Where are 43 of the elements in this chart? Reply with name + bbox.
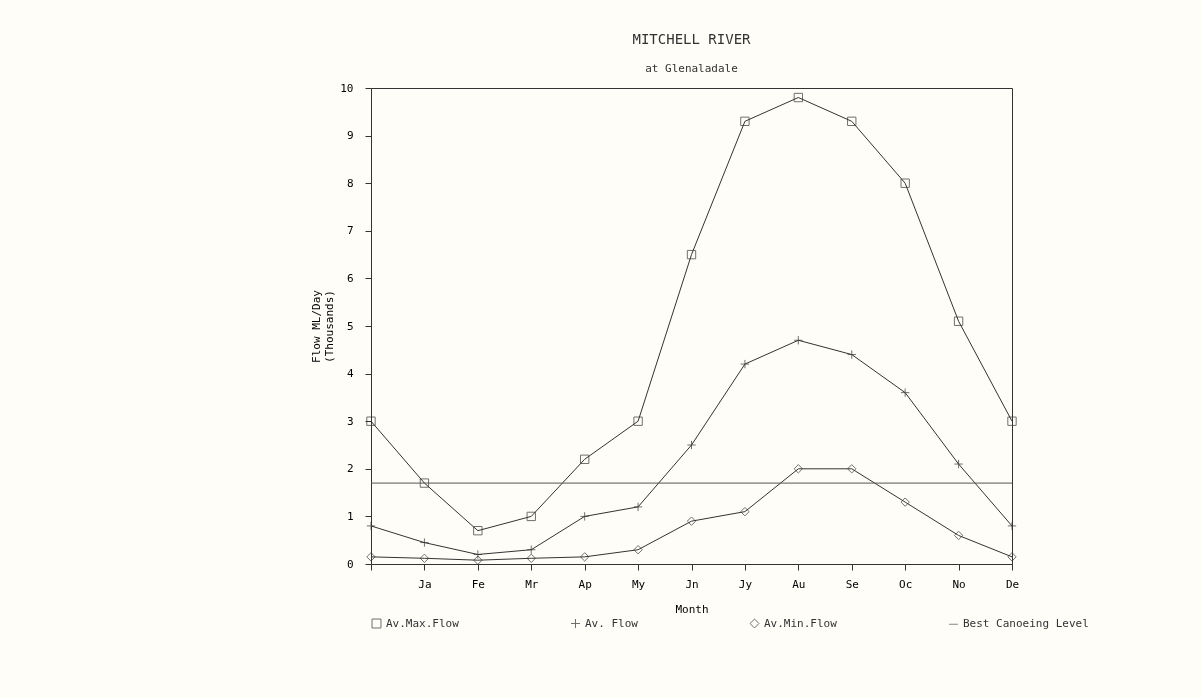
x-tick-label: Jy	[738, 577, 753, 591]
point	[1007, 416, 1017, 426]
point	[740, 116, 750, 126]
y-tick-label: 6	[346, 271, 354, 285]
y-tick-label: 8	[346, 176, 354, 190]
y-tick-label: 10	[340, 81, 354, 95]
point	[686, 249, 697, 260]
x-tick-label: Se	[845, 577, 859, 591]
y-tick-label: 3	[346, 414, 354, 428]
x-tick-label: Fe	[471, 577, 485, 591]
point	[419, 478, 430, 488]
x-tick-label: Mr	[525, 577, 539, 591]
y-tick-label: 1	[346, 509, 354, 523]
x-tick-label: No	[952, 577, 966, 591]
legend-label: Av.Min.Flow	[764, 616, 838, 630]
point	[793, 92, 804, 103]
point	[526, 511, 536, 522]
chart-title: MITCHELL RIVER	[632, 31, 752, 47]
legend-label: Best Canoeing Level	[963, 617, 1089, 631]
y-tick-label: 5	[346, 319, 354, 333]
x-tick-label: Ja	[418, 577, 432, 591]
point	[953, 316, 964, 326]
y-tick-label: 7	[346, 224, 354, 238]
y-axis-title: Flow ML/Day (Thousands)	[309, 289, 336, 363]
legend-label: Av.Max.Flow	[386, 616, 460, 630]
point	[900, 178, 910, 188]
y-tick-label: 0	[346, 557, 354, 571]
chart-subtitle: at Glenaladale	[645, 62, 738, 75]
y-tick-label: 2	[346, 462, 354, 476]
point	[633, 416, 643, 426]
point	[473, 526, 483, 536]
x-tick-label: My	[631, 577, 646, 591]
legend-label: Av. Flow	[585, 616, 639, 630]
y-tick-label: 9	[346, 129, 354, 143]
x-tick-label: Au	[792, 577, 806, 591]
x-tick-label: Oc	[899, 577, 913, 591]
x-tick-label: De	[1005, 577, 1020, 591]
x-axis-title: Month	[675, 602, 709, 616]
point	[579, 454, 590, 464]
x-tick-label: Jn	[685, 577, 699, 591]
point	[847, 116, 857, 126]
x-tick-label: Ap	[578, 577, 592, 591]
y-tick-label: 4	[346, 367, 354, 381]
